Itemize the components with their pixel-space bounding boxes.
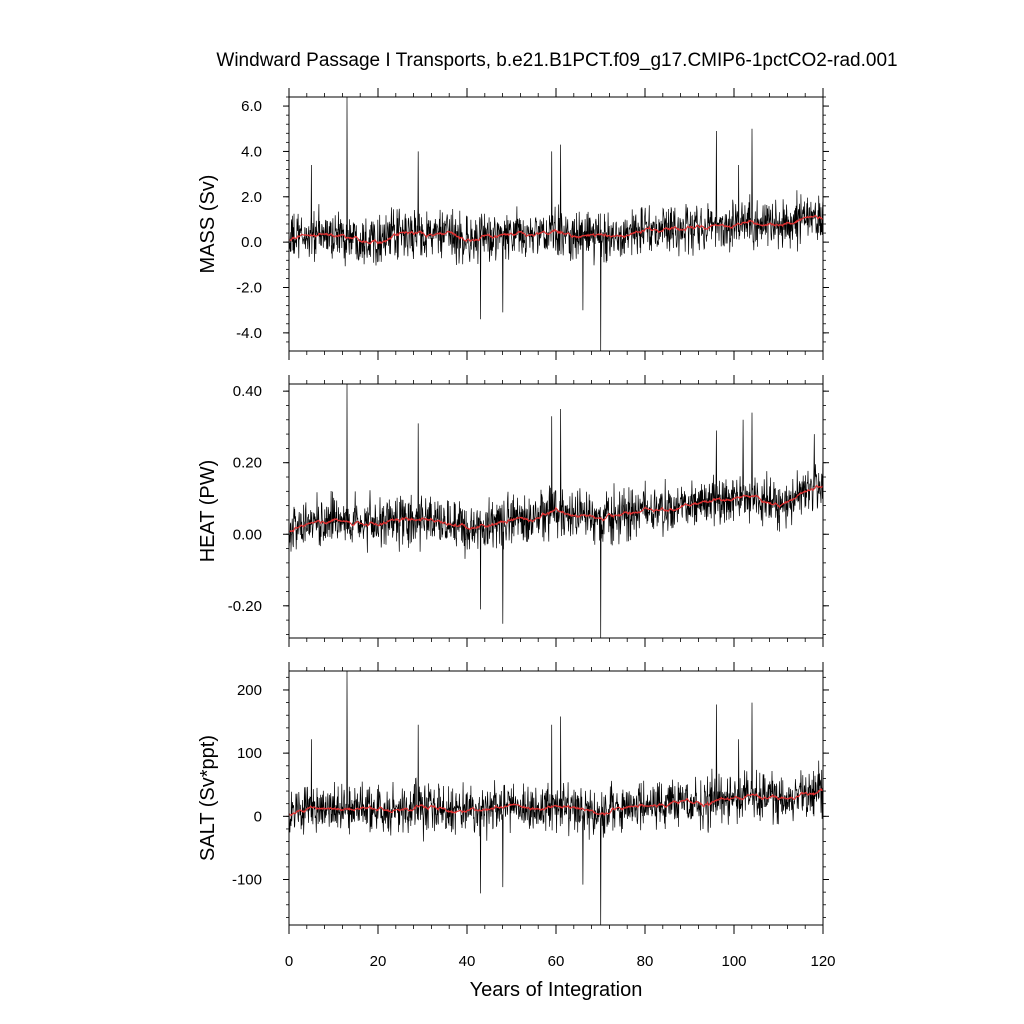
y-tick-label: 0.20 bbox=[233, 455, 262, 472]
y-axis-label: MASS (Sv) bbox=[197, 175, 219, 274]
x-tick-label: 40 bbox=[459, 953, 476, 970]
chart-title: Windward Passage I Transports, b.e21.B1P… bbox=[216, 50, 897, 71]
running-mean-line bbox=[288, 214, 824, 245]
x-axis-label: Years of Integration bbox=[470, 979, 643, 1001]
y-tick-label: 0.0 bbox=[241, 234, 262, 251]
panel-1: -4.0 -2.0 0.0 2.0 4.0 6.0 MASS (Sv) bbox=[197, 88, 829, 360]
running-mean-line bbox=[289, 484, 824, 533]
x-tick-label: 120 bbox=[810, 953, 835, 970]
x-tick-label: 80 bbox=[637, 953, 654, 970]
y-tick-label: 6.0 bbox=[241, 98, 262, 115]
monthly-series-line bbox=[288, 96, 824, 352]
panels-group: -4.0 -2.0 0.0 2.0 4.0 6.0 MASS (Sv) -0.20 0.00 0.… bbox=[197, 88, 829, 934]
y-tick-label: -100 bbox=[232, 872, 262, 889]
y-tick-label: 4.0 bbox=[241, 143, 262, 160]
y-tick-label: 0 bbox=[254, 808, 262, 825]
running-mean-line bbox=[288, 787, 824, 817]
x-tick-label: 20 bbox=[370, 953, 387, 970]
y-axis-label: HEAT (PW) bbox=[197, 460, 219, 563]
y-tick-label: 200 bbox=[237, 682, 262, 699]
y-tick-label: 0.40 bbox=[233, 383, 262, 400]
y-tick-label: 0.00 bbox=[233, 526, 262, 543]
y-tick-label: -0.20 bbox=[228, 598, 262, 615]
x-tick-label: 0 bbox=[285, 953, 293, 970]
x-tick-label: 60 bbox=[548, 953, 565, 970]
x-axis: 0 20 40 60 80 100 120 bbox=[285, 953, 836, 970]
y-tick-label: 100 bbox=[237, 745, 262, 762]
y-tick-label: 2.0 bbox=[241, 189, 262, 206]
y-axis-label: SALT (Sv*ppt) bbox=[197, 735, 219, 861]
monthly-series-line bbox=[288, 670, 824, 926]
panel-3: -100 0 100 200 SALT (Sv*ppt) bbox=[197, 662, 829, 934]
y-tick-label: -2.0 bbox=[236, 280, 262, 297]
monthly-series-line bbox=[288, 383, 824, 639]
panel-2: -0.20 0.00 0.20 0.40 HEAT (PW) bbox=[197, 375, 829, 647]
x-tick-label: 100 bbox=[721, 953, 746, 970]
y-tick-label: -4.0 bbox=[236, 325, 262, 342]
